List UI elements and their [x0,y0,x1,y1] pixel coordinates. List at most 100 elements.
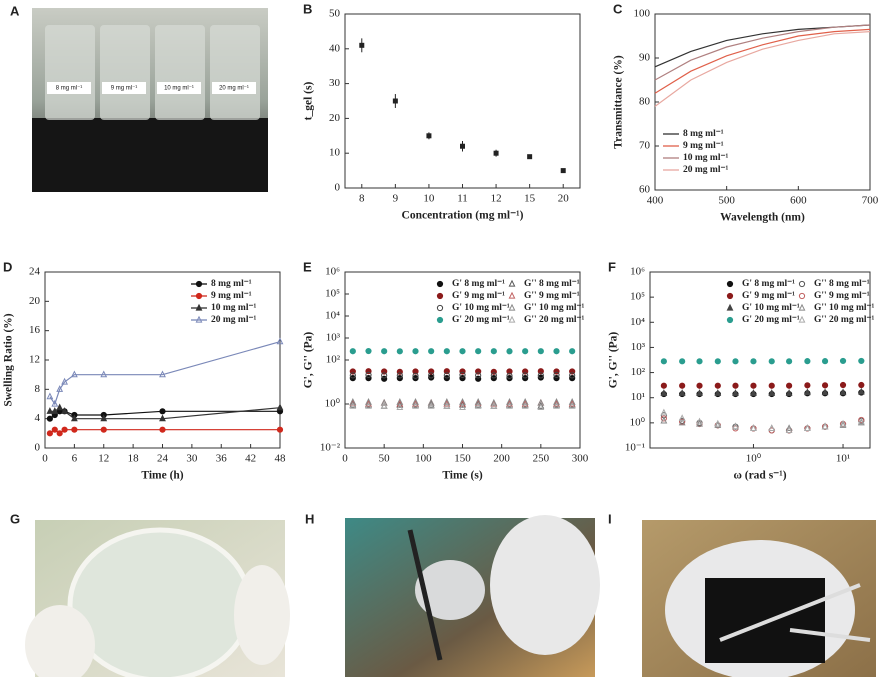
data-point [474,398,482,405]
x-axis-label: ω (rad s⁻¹) [733,470,786,482]
data-point [276,337,284,345]
legend-label: 20 mg ml⁻¹ [683,165,728,175]
legend-marker [436,280,444,288]
x-tick-label: 8 [359,193,365,205]
vial-tag [102,82,146,94]
legend-marker [508,279,516,287]
legend-label: G'' 9 mg ml⁻¹ [814,291,870,301]
data-point [785,426,793,434]
data-point [396,399,404,407]
photo-a: 8 mg ml⁻¹ 9 mg ml⁻¹ 10 mg ml⁻¹ 20 mg ml⁻… [10,3,268,192]
forceps [719,583,861,642]
data-point [521,399,529,407]
x-tick-label: 9 [393,193,399,205]
data-point [459,399,466,407]
legend-label: G' 10 mg ml⁻¹ [742,303,800,313]
data-point [443,368,450,375]
y-tick-label: 10⁻² [320,442,341,454]
data-point [70,370,78,378]
y-tick-label: 80 [639,96,651,108]
series-line [654,31,871,107]
vial-caps [32,118,268,192]
data-point [459,403,466,410]
legend-label: G' 8 mg ml⁻¹ [742,279,795,289]
legend-marker [508,291,516,299]
x-tick-label: 48 [275,453,287,465]
x-tick-label: 200 [493,453,510,465]
legend-label: 20 mg ml⁻¹ [211,315,256,325]
vial [100,25,150,120]
x-tick-label: 500 [718,195,735,207]
data-point [522,348,529,355]
x-tick-label: 30 [186,453,198,465]
data-point [70,414,78,422]
legend-label: G' 9 mg ml⁻¹ [742,291,795,301]
data-point [696,389,703,396]
x-tick-label: 100 [415,453,432,465]
legend-label: G'' 20 mg ml⁻¹ [814,315,875,325]
data-point [804,382,811,389]
data-point [839,357,847,365]
y-tick-label: 10⁵ [325,288,340,300]
y-tick-label: 16 [29,324,41,336]
y-tick-label: 12 [29,354,40,366]
legend-label: G' 10 mg ml⁻¹ [452,303,510,313]
data-point [365,398,372,405]
data-point [61,377,68,385]
plot-frame [654,13,871,191]
x-tick-label: 400 [647,195,664,207]
y-tick-label: 10⁶ [630,266,645,278]
data-point [714,421,722,428]
data-point [506,399,513,407]
data-point [475,372,482,379]
data-point [61,426,68,433]
y-tick-label: 8 [35,383,41,395]
data-point [569,372,576,379]
vial-tag [212,82,256,94]
data-point [46,392,54,400]
panel-label: G [10,511,20,526]
data-point [537,348,544,355]
y-tick-label: 100 [634,8,651,20]
forceps [407,529,443,661]
x-tick-label: 0 [42,453,48,465]
y-tick-label: 10³ [326,332,341,344]
data-point [159,370,166,378]
data-point [660,389,668,396]
legend-marker [508,303,516,311]
legend-label: G'' 9 mg ml⁻¹ [524,291,580,301]
series-line [49,341,281,406]
y-tick-label: 10⁶ [325,266,340,278]
panel-label: A [10,3,20,18]
data-point [490,372,497,379]
x-tick-label: 36 [216,453,228,465]
x-tick-label: 24 [157,453,169,465]
data-point [392,98,398,104]
vial-label: 10 mg ml⁻¹ [164,86,194,92]
data-point [459,348,466,355]
data-point [785,424,793,432]
plot-frame [344,13,581,189]
photo-h: H [305,511,600,677]
panel-label: H [305,511,314,526]
x-tick-label: 700 [862,195,879,207]
data-point [786,358,793,365]
data-point [412,368,419,375]
data-point [821,422,829,430]
y-tick-label: 10⁵ [630,291,645,303]
data-point [490,348,497,355]
legend-label: G' 8 mg ml⁻¹ [452,279,505,289]
y-tick-label: 30 [329,77,341,89]
legend-label: G'' 20 mg ml⁻¹ [524,315,585,325]
data-point [521,401,529,409]
data-point [46,415,53,422]
legend-marker [436,292,444,300]
data-point [750,358,757,365]
y-tick-label: 4 [35,412,41,424]
data-point [732,358,739,365]
data-point [857,387,865,395]
data-point [553,348,560,355]
data-point [396,372,403,379]
